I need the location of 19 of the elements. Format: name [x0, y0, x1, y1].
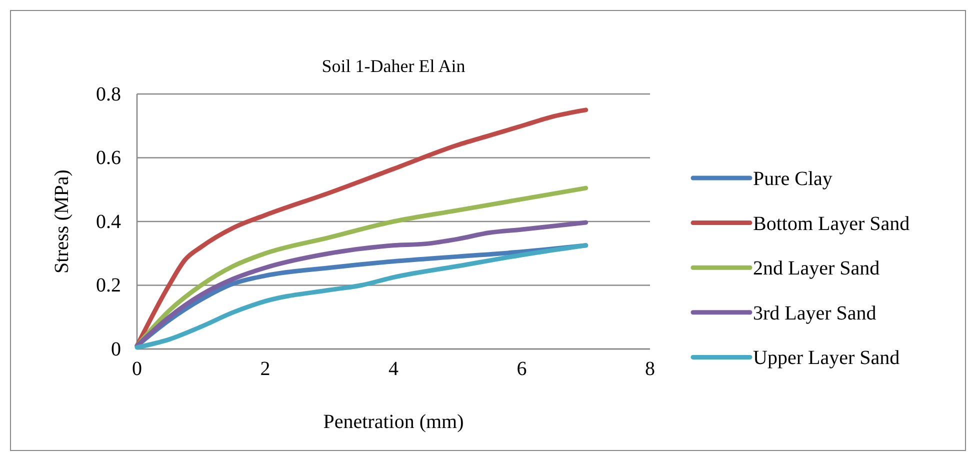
legend-label: Upper Layer Sand	[753, 347, 900, 370]
legend-label: 2nd Layer Sand	[753, 258, 880, 280]
chart-title: Soil 1-Daher El Ain	[322, 56, 466, 76]
y-tick-label: 0	[111, 338, 121, 360]
legend-label: Pure Clay	[753, 168, 832, 190]
y-axis-title: Stress (MPa)	[51, 170, 73, 274]
x-tick-label: 6	[516, 358, 527, 380]
x-tick-label: 0	[132, 358, 142, 380]
y-tick-label: 0.8	[96, 83, 121, 106]
line-series	[134, 220, 588, 348]
legend-label: Bottom Layer Sand	[753, 212, 910, 235]
x-axis-title: Penetration (mm)	[323, 411, 464, 433]
x-tick-label: 2	[260, 358, 270, 380]
x-tick-label: 4	[388, 358, 398, 380]
x-tick-label: 8	[645, 358, 655, 380]
y-tick-label: 0.6	[96, 147, 121, 170]
y-tick-label: 0.2	[96, 274, 121, 297]
y-tick-label: 0.4	[96, 210, 121, 233]
legend-label: 3rd Layer Sand	[753, 302, 876, 324]
